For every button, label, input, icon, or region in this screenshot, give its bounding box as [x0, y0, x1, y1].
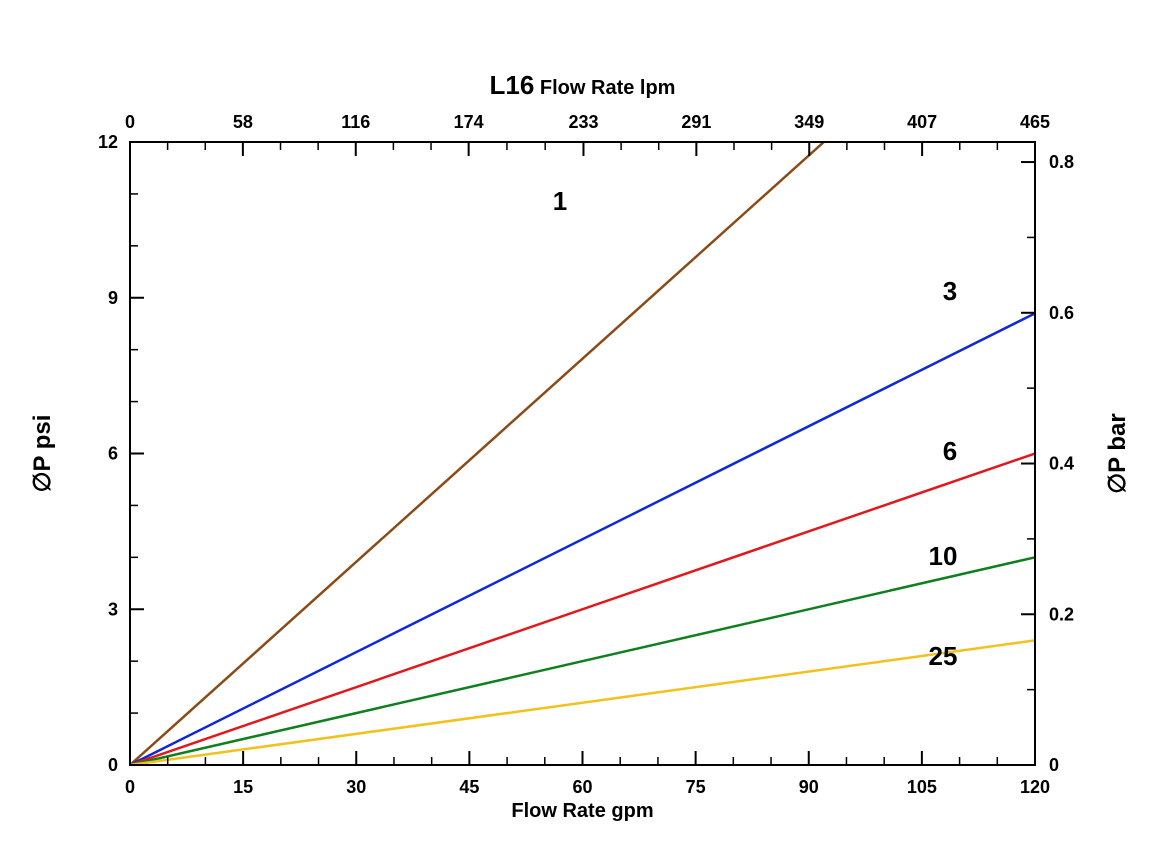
- left-tick-label: 6: [108, 444, 118, 464]
- right-tick-label: 0.8: [1049, 152, 1074, 172]
- right-tick-label: 0.6: [1049, 303, 1074, 323]
- right-tick-label: 0: [1049, 755, 1059, 775]
- left-tick-label: 0: [108, 755, 118, 775]
- bottom-tick-label: 90: [799, 777, 819, 797]
- left-axis-title: ∅P psi: [29, 415, 56, 493]
- bottom-tick-label: 0: [125, 777, 135, 797]
- bottom-tick-label: 15: [233, 777, 253, 797]
- left-tick-label: 9: [108, 288, 118, 308]
- bottom-axis-title: Flow Rate gpm: [511, 800, 653, 822]
- top-tick-label: 58: [233, 112, 253, 132]
- series-label-10: 10: [929, 541, 958, 571]
- top-tick-label: 407: [907, 112, 937, 132]
- series-label-3: 3: [943, 276, 957, 306]
- top-tick-label: 291: [681, 112, 711, 132]
- bottom-tick-label: 45: [459, 777, 479, 797]
- bottom-tick-label: 120: [1020, 777, 1050, 797]
- top-tick-label: 349: [794, 112, 824, 132]
- left-tick-label: 3: [108, 599, 118, 619]
- bottom-tick-label: 105: [907, 777, 937, 797]
- bottom-tick-label: 30: [346, 777, 366, 797]
- chart-svg: 0153045607590105120Flow Rate gpm05811617…: [0, 0, 1170, 866]
- series-label-25: 25: [929, 641, 958, 671]
- right-tick-label: 0.2: [1049, 604, 1074, 624]
- right-tick-label: 0.4: [1049, 454, 1074, 474]
- top-tick-label: 465: [1020, 112, 1050, 132]
- top-tick-label: 174: [454, 112, 484, 132]
- top-tick-label: 116: [341, 112, 370, 132]
- left-tick-label: 12: [98, 132, 118, 152]
- top-tick-label: 233: [568, 112, 598, 132]
- bottom-tick-label: 75: [686, 777, 706, 797]
- series-label-6: 6: [943, 436, 957, 466]
- series-label-1: 1: [553, 186, 567, 216]
- right-axis-title: ∅P bar: [1104, 413, 1131, 494]
- top-tick-label: 0: [125, 112, 135, 132]
- pressure-flow-chart: 0153045607590105120Flow Rate gpm05811617…: [0, 0, 1170, 866]
- bottom-tick-label: 60: [572, 777, 592, 797]
